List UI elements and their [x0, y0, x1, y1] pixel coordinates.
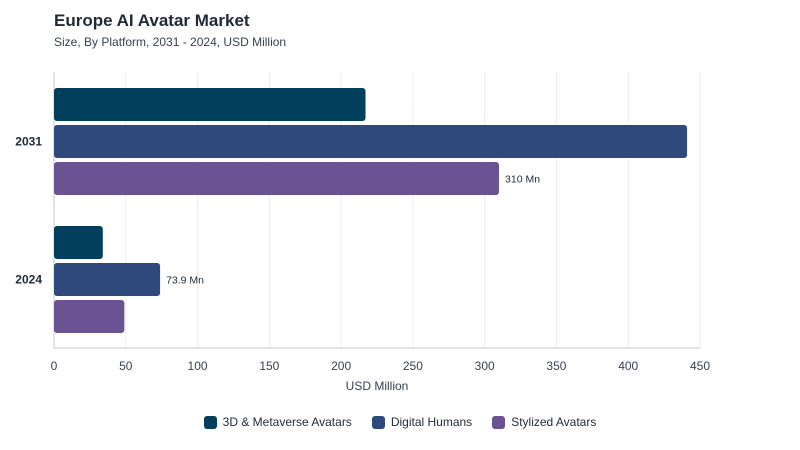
- bar: [54, 162, 500, 195]
- chart-subtitle: Size, By Platform, 2031 - 2024, USD Mill…: [54, 35, 287, 49]
- category-label: 2031: [15, 135, 42, 149]
- x-tick-label: 400: [618, 359, 638, 373]
- bar: [54, 226, 103, 259]
- x-tick-label: 350: [546, 359, 566, 373]
- x-tick-label: 450: [690, 359, 710, 373]
- legend-swatch-stylized: [492, 415, 506, 429]
- x-tick-label: 250: [403, 359, 423, 373]
- x-tick-label: 50: [119, 359, 133, 373]
- bar-chart: 0 50 100 150 200 250 300 350 400 450 USD Million 20…: [15, 72, 710, 393]
- x-tick-label: 100: [188, 359, 208, 373]
- legend-label: Digital Humans: [390, 415, 473, 429]
- legend-label: Stylized Avatars: [511, 415, 597, 429]
- legend-item-stylized[interactable]: Stylized Avatars: [492, 415, 596, 429]
- data-label: 73.9 Mn: [166, 275, 204, 287]
- chart-title: Europe AI Avatar Market: [54, 11, 250, 30]
- bar: [54, 263, 161, 296]
- x-tick-label: 200: [331, 359, 351, 373]
- legend-swatch-3d-metaverse: [203, 415, 217, 429]
- bar: [54, 300, 125, 333]
- x-axis-title: USD Million: [346, 379, 409, 393]
- data-label: 310 Mn: [505, 174, 540, 186]
- legend-label: 3D & Metaverse Avatars: [222, 415, 352, 429]
- legend-swatch-digital-humans: [371, 415, 385, 429]
- x-tick-label: 150: [259, 359, 279, 373]
- legend-item-3d-metaverse[interactable]: 3D & Metaverse Avatars: [203, 415, 352, 429]
- bar: [54, 125, 688, 158]
- x-tick-label: 300: [475, 359, 495, 373]
- x-tick-label: 0: [51, 359, 58, 373]
- bar: [54, 88, 366, 121]
- chart-legend: 3D & Metaverse Avatars Digital Humans St…: [0, 415, 800, 429]
- category-label: 2024: [15, 273, 42, 287]
- legend-item-digital-humans[interactable]: Digital Humans: [371, 415, 473, 429]
